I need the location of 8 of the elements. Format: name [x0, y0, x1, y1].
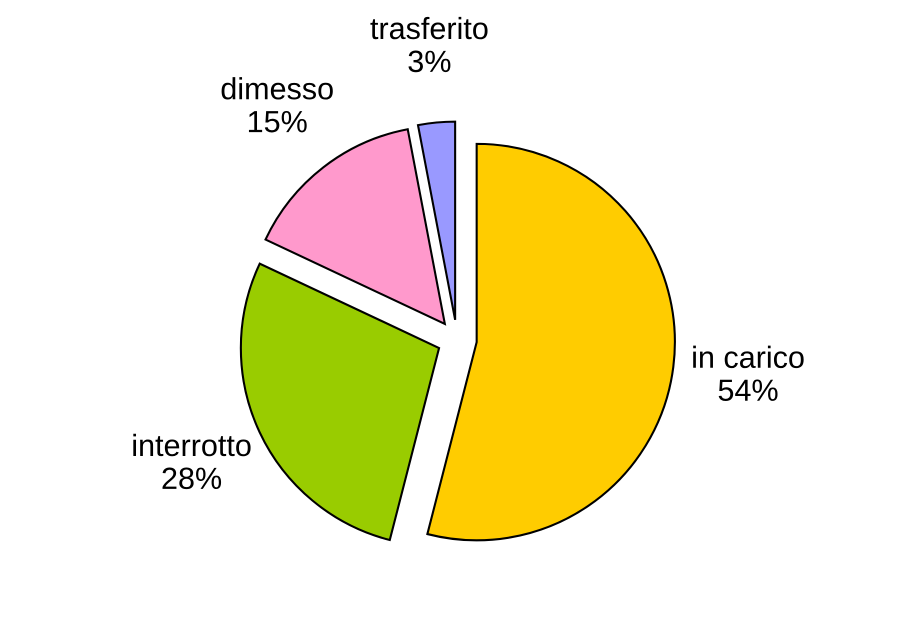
data-label: 15% [248, 110, 307, 132]
data-label: 3% [408, 50, 450, 72]
slice-label: in carico [693, 346, 804, 368]
slice-label: trasferito [370, 16, 488, 40]
data-label: 54% [718, 380, 778, 402]
slice-label: interrotto [133, 434, 251, 456]
slice-label: dimesso [222, 77, 333, 100]
data-label: 28% [162, 468, 222, 490]
